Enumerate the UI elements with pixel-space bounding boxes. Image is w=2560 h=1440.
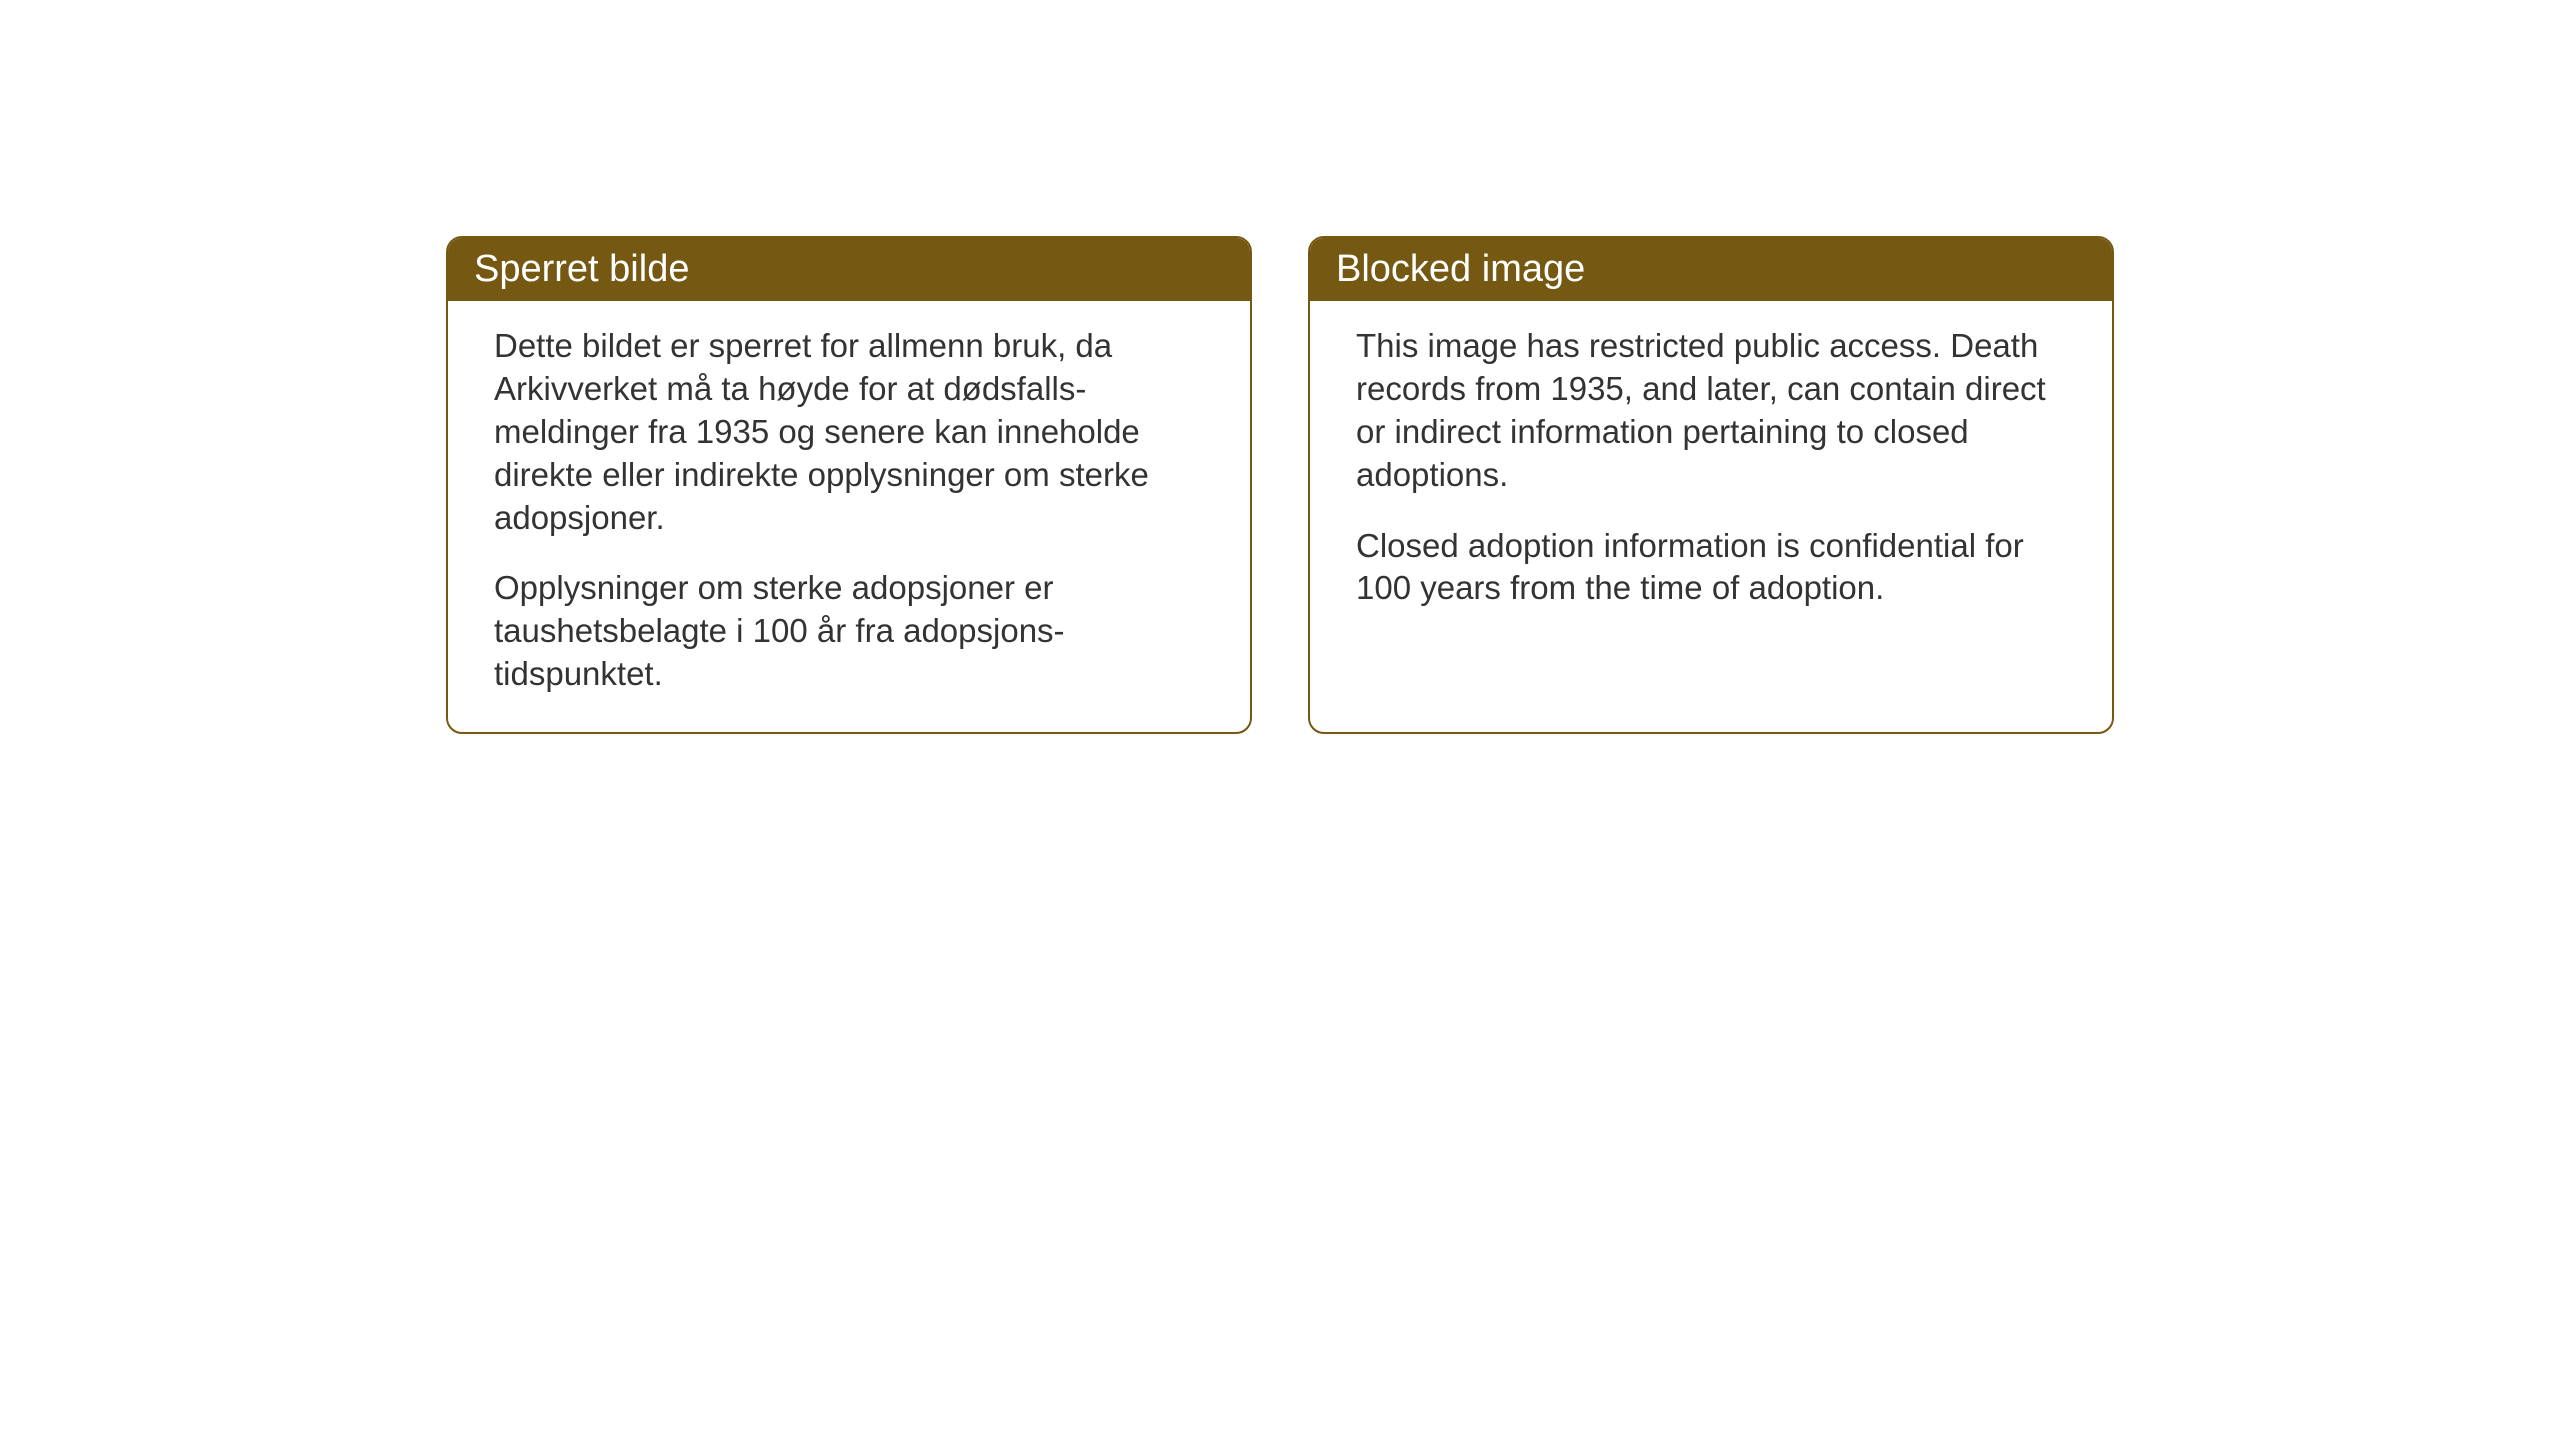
norwegian-paragraph-1: Dette bildet er sperret for allmenn bruk… [494,325,1204,539]
english-paragraph-2: Closed adoption information is confident… [1356,525,2066,611]
norwegian-notice-card: Sperret bilde Dette bildet er sperret fo… [446,236,1252,734]
norwegian-paragraph-2: Opplysninger om sterke adopsjoner er tau… [494,567,1204,696]
notice-container: Sperret bilde Dette bildet er sperret fo… [0,0,2560,734]
english-paragraph-1: This image has restricted public access.… [1356,325,2066,497]
english-card-title: Blocked image [1310,238,2112,301]
norwegian-card-title: Sperret bilde [448,238,1250,301]
english-notice-card: Blocked image This image has restricted … [1308,236,2114,734]
norwegian-card-body: Dette bildet er sperret for allmenn bruk… [448,301,1250,732]
english-card-body: This image has restricted public access.… [1310,301,2112,646]
